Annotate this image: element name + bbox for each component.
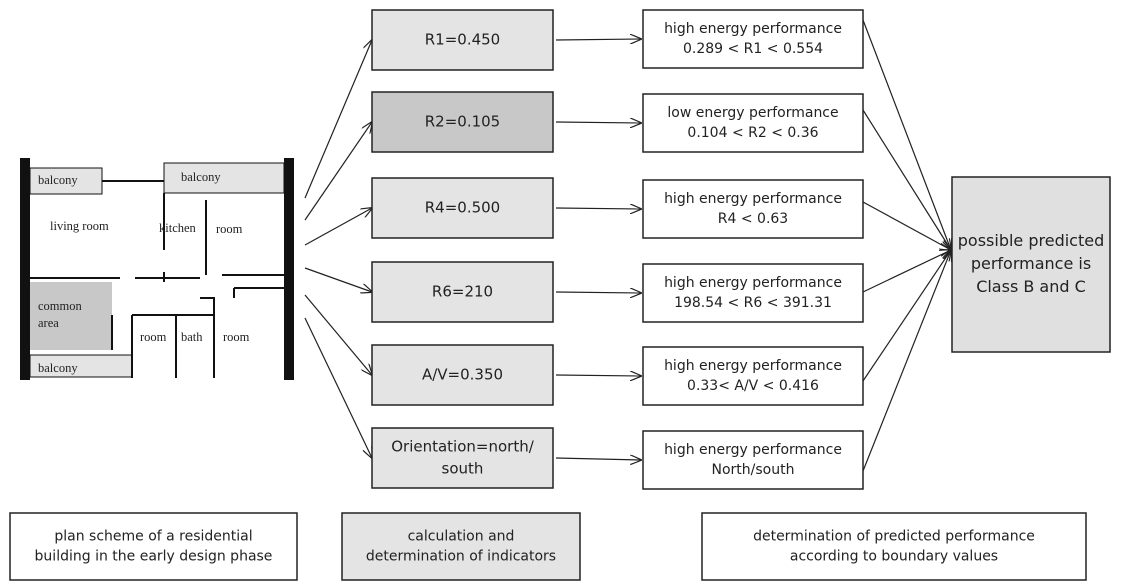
- room-label: room: [216, 222, 243, 236]
- arrow: [862, 250, 951, 293]
- arrow: [862, 19, 951, 250]
- result-box-text: high energy performance: [664, 442, 842, 458]
- room-label: kitchen: [159, 221, 197, 235]
- arrow: [862, 250, 951, 382]
- indicator-box-text: R6=210: [432, 283, 493, 301]
- caption-box-text: determination of predicted performance: [753, 528, 1035, 544]
- arrow: [555, 122, 641, 123]
- arrow: [555, 39, 641, 40]
- final-box-text: possible predicted: [958, 231, 1105, 250]
- indicator-box-text: R4=0.500: [425, 199, 500, 217]
- caption-box-text: building in the early design phase: [35, 549, 273, 565]
- result-box-text: 0.33< A/V < 0.416: [687, 378, 819, 394]
- floor-plan: [20, 158, 298, 380]
- caption-box-text: calculation and: [408, 528, 515, 544]
- result-box-text: 198.54 < R6 < 391.31: [674, 295, 832, 311]
- indicator-box: [371, 91, 554, 153]
- result-box-text: high energy performance: [664, 275, 842, 291]
- result-box-text: R4 < 0.63: [718, 211, 788, 227]
- final-box-text: performance is: [971, 254, 1091, 273]
- arrow: [555, 208, 641, 209]
- arrow: [304, 122, 372, 221]
- result-box-text: 0.289 < R1 < 0.554: [683, 41, 823, 57]
- arrow: [304, 317, 372, 458]
- arrow: [304, 267, 372, 292]
- arrow: [862, 201, 951, 250]
- result-box: [642, 9, 864, 69]
- room-label: room: [140, 330, 167, 344]
- room-label: common: [38, 299, 82, 313]
- indicator-box: [371, 177, 554, 239]
- caption-box-text: plan scheme of a residential: [54, 528, 252, 544]
- indicator-box-text: south: [442, 459, 484, 477]
- result-box-text: high energy performance: [664, 191, 842, 207]
- indicator-box-text: R2=0.105: [425, 113, 500, 131]
- result-box-text: North/south: [712, 462, 795, 478]
- room-label: living room: [50, 219, 109, 233]
- room-label: balcony: [38, 173, 78, 187]
- result-box-text: high energy performance: [664, 358, 842, 374]
- indicator-box-text: A/V=0.350: [422, 366, 503, 384]
- result-box: [642, 430, 864, 490]
- result-box-text: low energy performance: [667, 105, 838, 121]
- arrow: [862, 250, 951, 472]
- arrow: [304, 208, 372, 246]
- room-label: room: [223, 330, 250, 344]
- indicator-box: [371, 344, 554, 406]
- final-box-text: Class B and C: [976, 277, 1086, 296]
- arrow: [555, 458, 641, 460]
- result-box-text: high energy performance: [664, 21, 842, 37]
- caption-box: [341, 512, 581, 581]
- room-label: area: [38, 316, 59, 330]
- result-box-text: 0.104 < R2 < 0.36: [687, 125, 818, 141]
- caption-box: [701, 512, 1087, 581]
- indicator-box-text: Orientation=north/: [391, 438, 534, 456]
- final-box: [951, 176, 1111, 353]
- result-box: [642, 179, 864, 239]
- room-label: balcony: [38, 361, 78, 375]
- arrow: [304, 294, 372, 375]
- arrow: [862, 109, 951, 250]
- indicator-box: [371, 261, 554, 323]
- caption-box: [9, 512, 298, 581]
- room-label: balcony: [181, 170, 221, 184]
- result-box: [642, 263, 864, 323]
- room-label: bath: [181, 330, 203, 344]
- arrow: [304, 40, 372, 199]
- caption-box-text: according to boundary values: [790, 549, 998, 565]
- indicator-box: [371, 9, 554, 71]
- result-box: [642, 93, 864, 153]
- caption-box-text: determination of indicators: [366, 549, 556, 565]
- indicator-box-text: R1=0.450: [425, 31, 500, 49]
- result-box: [642, 346, 864, 406]
- arrow: [555, 292, 641, 293]
- indicator-box: [371, 427, 554, 489]
- arrow: [555, 375, 641, 376]
